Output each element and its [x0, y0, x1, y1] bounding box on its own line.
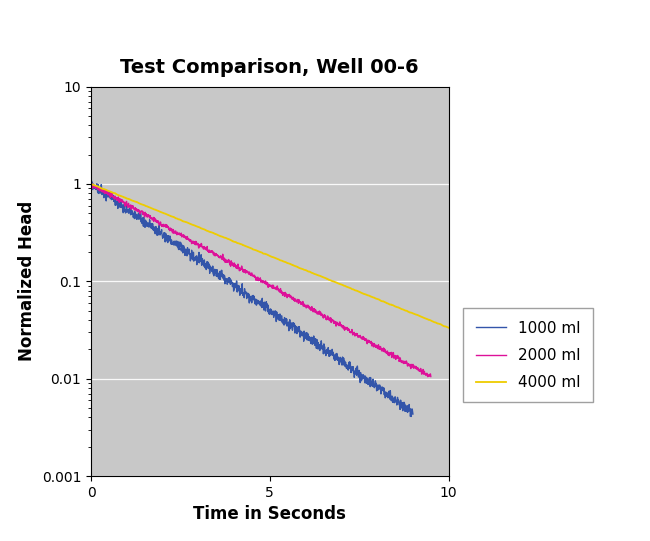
4000 ml [445, 325, 452, 331]
X-axis label: Time in Seconds: Time in Seconds [193, 505, 346, 523]
Line: 1000 ml: 1000 ml [91, 180, 413, 417]
2000 ml [427, 373, 435, 380]
2000 ml [87, 182, 95, 189]
Line: 4000 ml: 4000 ml [91, 184, 448, 328]
1000 ml [88, 177, 96, 183]
4000 ml [87, 181, 95, 187]
Line: 2000 ml: 2000 ml [91, 184, 431, 377]
1000 ml [409, 411, 417, 417]
1000 ml [334, 354, 342, 360]
2000 ml [268, 285, 276, 291]
Y-axis label: Normalized Head: Normalized Head [18, 201, 36, 361]
1000 ml [332, 352, 339, 359]
2000 ml [374, 345, 382, 351]
4000 ml [372, 295, 380, 302]
4000 ml [354, 288, 361, 294]
1000 ml [327, 349, 335, 356]
1000 ml [285, 322, 293, 329]
1000 ml [87, 181, 95, 187]
4000 ml [87, 181, 95, 187]
4000 ml [270, 254, 278, 261]
Legend: 1000 ml, 2000 ml, 4000 ml: 1000 ml, 2000 ml, 4000 ml [463, 308, 593, 403]
1000 ml [408, 406, 416, 412]
2000 ml [109, 193, 117, 200]
1000 ml [347, 369, 355, 375]
2000 ml [264, 280, 272, 286]
Title: Test Comparison, Well 00-6: Test Comparison, Well 00-6 [120, 58, 419, 77]
4000 ml [205, 229, 213, 235]
1000 ml [408, 413, 415, 420]
2000 ml [98, 188, 106, 194]
4000 ml [322, 275, 330, 281]
2000 ml [88, 181, 96, 187]
2000 ml [275, 287, 283, 294]
2000 ml [424, 373, 432, 380]
